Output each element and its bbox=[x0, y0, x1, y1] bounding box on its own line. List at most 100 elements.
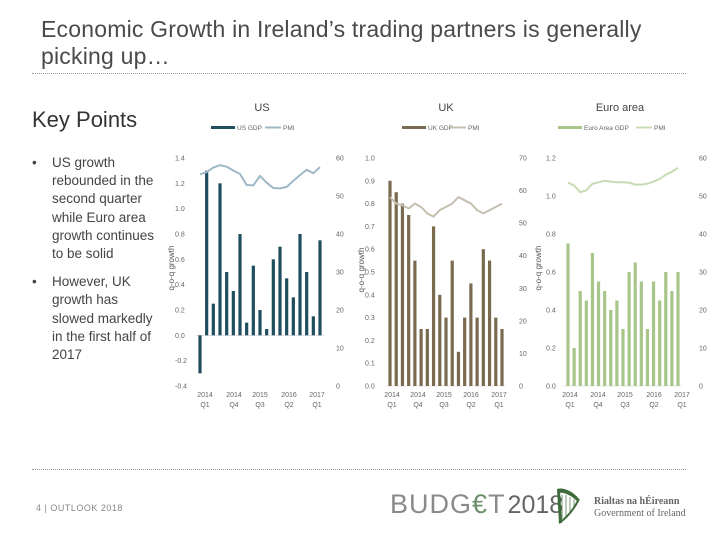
legend-label-gdp: US GDP bbox=[237, 125, 262, 132]
chart-title: US bbox=[254, 102, 269, 114]
y-right-tick-label: 50 bbox=[699, 194, 707, 201]
gdp-bar bbox=[251, 265, 255, 336]
bullet-dot: • bbox=[32, 155, 37, 170]
y-right-tick-label: 20 bbox=[336, 308, 344, 315]
gdp-bar bbox=[481, 249, 485, 386]
y-right-tick-label: 40 bbox=[519, 253, 527, 260]
budget-word-a: BUDG bbox=[390, 489, 473, 519]
budget-year: 2018 bbox=[507, 491, 564, 519]
gdp-bar bbox=[444, 317, 448, 386]
gdp-bar bbox=[615, 300, 619, 386]
y-right-tick-label: 40 bbox=[699, 232, 707, 239]
gdp-bar bbox=[651, 281, 656, 386]
gdp-bar bbox=[211, 303, 215, 336]
gdp-bar bbox=[225, 272, 229, 336]
y-left-tick-label: 1.0 bbox=[546, 194, 556, 201]
gdp-bar bbox=[438, 294, 442, 386]
key-points-list: • US growth rebounded in the second quar… bbox=[32, 154, 160, 374]
x-tick-label-year: 2017 bbox=[491, 392, 507, 399]
x-tick-label-quarter: Q2 bbox=[649, 402, 658, 409]
x-tick-label-quarter: Q1 bbox=[494, 402, 503, 409]
gdp-bar bbox=[664, 272, 668, 386]
gdp-bar bbox=[450, 260, 454, 386]
chart-title: Euro area bbox=[596, 102, 645, 114]
gdp-bar bbox=[205, 170, 209, 336]
x-tick-label-quarter: Q4 bbox=[413, 402, 422, 409]
y-right-tick-label: 30 bbox=[336, 270, 344, 277]
chart-title: UK bbox=[438, 102, 454, 114]
government-logo-text: Rialtas na hÉireann Government of Irelan… bbox=[594, 496, 686, 520]
y-left-tick-label: 0.6 bbox=[365, 247, 375, 254]
gdp-bar bbox=[388, 180, 392, 386]
x-tick-label-quarter: Q1 bbox=[565, 402, 574, 409]
bullet-item: • However, UK growth has slowed markedly… bbox=[32, 273, 160, 364]
gdp-bar bbox=[633, 262, 637, 386]
gdp-bar bbox=[298, 234, 302, 336]
x-tick-label-year: 2014 bbox=[410, 392, 426, 399]
x-tick-label-quarter: Q3 bbox=[255, 402, 264, 409]
y-left-tick-label: 0.2 bbox=[175, 308, 185, 315]
y-right-tick-label: 30 bbox=[699, 270, 707, 277]
x-tick-label-quarter: Q1 bbox=[387, 402, 396, 409]
gdp-bar bbox=[494, 317, 498, 386]
y-right-tick-label: 10 bbox=[699, 346, 707, 353]
x-tick-label-year: 2017 bbox=[674, 392, 690, 399]
gdp-bar bbox=[621, 329, 625, 386]
x-tick-label-year: 2016 bbox=[281, 392, 297, 399]
gdp-bar bbox=[425, 329, 429, 386]
x-tick-label-year: 2017 bbox=[309, 392, 325, 399]
x-tick-label-quarter: Q3 bbox=[620, 402, 629, 409]
gdp-bar bbox=[419, 329, 423, 386]
x-tick-label-year: 2014 bbox=[226, 392, 242, 399]
page-title: Economic Growth in Ireland’s trading par… bbox=[41, 16, 642, 69]
y-right-tick-label: 70 bbox=[519, 156, 527, 163]
legend-label-pmi: PMI bbox=[654, 125, 666, 132]
y-right-tick-label: 20 bbox=[699, 308, 707, 315]
y-right-tick-label: 20 bbox=[519, 318, 527, 325]
legend-swatch-gdp bbox=[558, 126, 582, 129]
gdp-bar bbox=[658, 300, 662, 386]
title-divider bbox=[32, 73, 686, 74]
gdp-bar bbox=[500, 329, 504, 386]
gdp-bar bbox=[394, 192, 398, 386]
gdp-bar bbox=[566, 243, 570, 386]
x-tick-label-quarter: Q1 bbox=[200, 402, 209, 409]
y-left-tick-label: 0.7 bbox=[365, 224, 375, 231]
y-left-tick-label: 0.6 bbox=[175, 257, 185, 264]
gdp-bar bbox=[305, 272, 309, 336]
x-tick-label-year: 2016 bbox=[646, 392, 662, 399]
x-tick-label-quarter: Q4 bbox=[229, 402, 238, 409]
bullet-item: • US growth rebounded in the second quar… bbox=[32, 154, 160, 263]
x-tick-label-quarter: Q1 bbox=[312, 402, 321, 409]
gov-line-irish: Rialtas na hÉireann bbox=[594, 496, 680, 507]
y-right-tick-label: 10 bbox=[519, 351, 527, 358]
harp-icon bbox=[557, 488, 580, 524]
budget-euro: € bbox=[472, 489, 489, 519]
y-axis-label: q-o-q growth bbox=[534, 246, 543, 291]
pmi-line bbox=[389, 195, 503, 218]
gdp-bar bbox=[431, 226, 436, 386]
page-label: 4 | OUTLOOK 2018 bbox=[36, 503, 123, 513]
y-right-tick-label: 50 bbox=[519, 221, 527, 228]
y-left-tick-label: 0.2 bbox=[365, 338, 375, 345]
gdp-bar bbox=[609, 310, 613, 386]
bullet-dot: • bbox=[32, 274, 37, 290]
gdp-bar bbox=[318, 240, 322, 336]
gdp-bar bbox=[670, 291, 674, 386]
gdp-bar bbox=[278, 246, 282, 336]
x-tick-label-quarter: Q2 bbox=[284, 402, 293, 409]
y-right-tick-label: 0 bbox=[519, 384, 523, 391]
x-tick-label-quarter: Q4 bbox=[593, 402, 602, 409]
gdp-bar bbox=[413, 260, 417, 386]
y-left-tick-label: 0.8 bbox=[365, 201, 375, 208]
footer-divider bbox=[32, 469, 686, 470]
gdp-bar bbox=[584, 300, 588, 386]
gdp-bar bbox=[596, 281, 601, 386]
y-left-tick-label: 1.4 bbox=[175, 156, 185, 163]
gdp-bar bbox=[590, 253, 595, 386]
pmi-line bbox=[199, 164, 321, 190]
budget-logo: BUDG€T2018 bbox=[390, 489, 563, 520]
gdp-bar bbox=[603, 291, 607, 386]
x-tick-label-year: 2015 bbox=[436, 392, 452, 399]
x-tick-label-year: 2014 bbox=[384, 392, 400, 399]
